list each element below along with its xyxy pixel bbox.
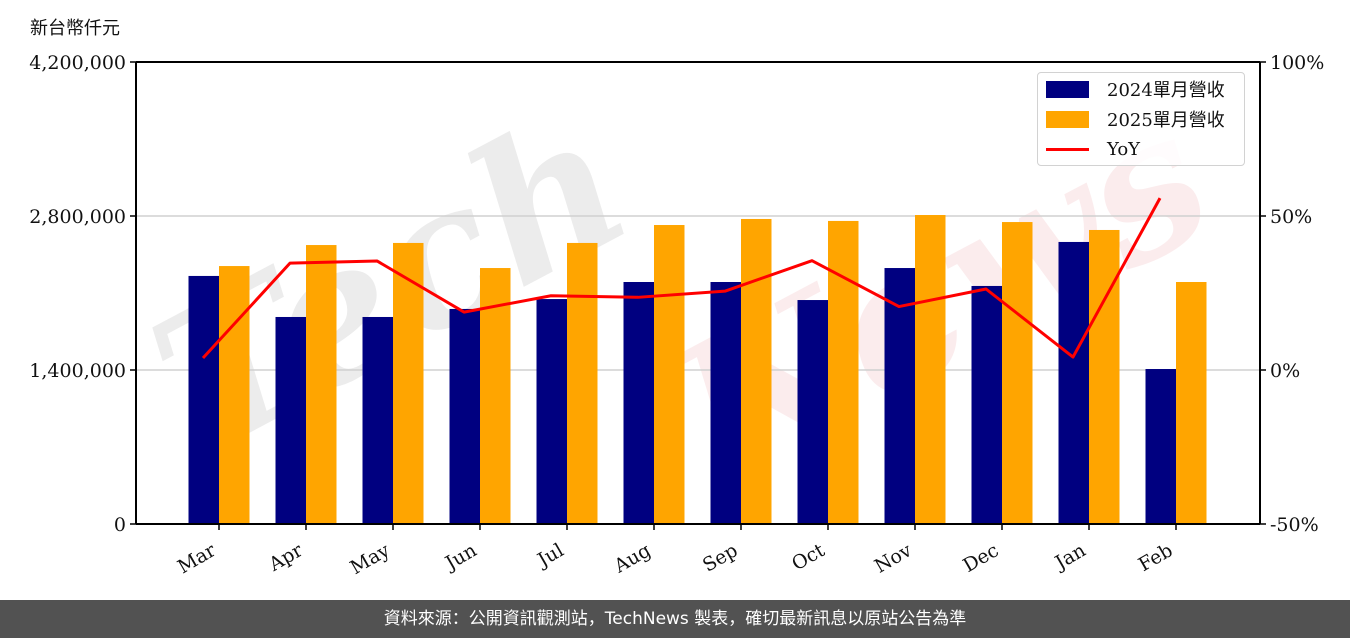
bar-2025-oct xyxy=(828,220,859,524)
bar-2025-jan xyxy=(1089,229,1120,524)
legend-item-2024: 2024單月營收 xyxy=(1046,78,1225,101)
bar-2025-mar xyxy=(219,266,250,524)
legend-label-yoy: YoY xyxy=(1107,138,1141,160)
bar-2024-apr xyxy=(275,316,306,524)
y-axis-unit-label: 新台幣仟元 xyxy=(30,18,120,39)
bar-2024-oct xyxy=(797,300,828,524)
legend-label-2024: 2024單月營收 xyxy=(1107,80,1225,101)
x-tick-label-jan: Jan xyxy=(1050,539,1090,575)
bar-2024-dec xyxy=(971,285,1002,524)
right-tick-label: 0% xyxy=(1270,360,1300,382)
legend-swatch-2025-icon xyxy=(1046,110,1089,128)
x-tick-label-feb: Feb xyxy=(1135,539,1177,576)
left-tick-label: 4,200,000 xyxy=(29,52,126,74)
legend-item-yoy: YoY xyxy=(1046,138,1140,160)
bar-2025-sep xyxy=(741,218,772,524)
bar-2024-jan xyxy=(1058,241,1089,524)
x-tick-label-jul: Jul xyxy=(532,539,567,572)
bar-2024-feb xyxy=(1145,369,1176,524)
bar-2025-may xyxy=(393,242,424,524)
source-footer: 資料來源：公開資訊觀測站，TechNews 製表，確切最新訊息以原站公告為準 xyxy=(0,600,1350,638)
bar-2025-aug xyxy=(654,225,685,524)
legend-line-yoy-icon xyxy=(1046,147,1089,151)
x-tick-label-aug: Aug xyxy=(610,539,655,578)
left-tick-label: 1,400,000 xyxy=(29,360,126,382)
right-tick-label: -50% xyxy=(1270,514,1319,536)
right-tick-label: 50% xyxy=(1270,206,1312,228)
legend-label-2025: 2025單月營收 xyxy=(1107,110,1225,131)
x-tick-label-mar: Mar xyxy=(174,539,220,578)
x-tick-label-jun: Jun xyxy=(440,539,481,575)
bar-2024-jul xyxy=(536,299,567,524)
bar-2025-nov xyxy=(915,215,946,524)
bar-2024-jun xyxy=(449,308,480,524)
bar-2025-dec xyxy=(1002,222,1033,525)
x-tick-label-sep: Sep xyxy=(699,539,742,576)
left-tick-label: 2,800,000 xyxy=(29,206,126,228)
bar-2024-nov xyxy=(884,268,915,524)
bar-2024-may xyxy=(362,316,393,524)
right-tick-label: 100% xyxy=(1270,52,1324,74)
bar-2024-mar xyxy=(188,275,219,524)
bar-2024-sep xyxy=(710,282,741,524)
bar-2025-jul xyxy=(567,242,598,524)
bar-2025-jun xyxy=(480,268,511,524)
x-tick-label-nov: Nov xyxy=(871,539,916,578)
legend-swatch-2024-icon xyxy=(1046,80,1089,98)
bar-2025-apr xyxy=(306,245,337,525)
revenue-chart: 0 1,400,000 2,800,000 4,200,000 -50% 0% 50% 100… xyxy=(29,52,1324,579)
legend: 2024單月營收 2025單月營收 YoY xyxy=(1037,72,1245,166)
left-tick-label: 0 xyxy=(114,514,126,536)
x-tick-label-oct: Oct xyxy=(788,539,829,575)
x-tick-label-may: May xyxy=(347,539,394,579)
x-tick-label-apr: Apr xyxy=(264,539,307,576)
bar-2025-feb xyxy=(1176,282,1207,524)
x-tick-label-dec: Dec xyxy=(959,539,1002,577)
chart-area: Tech News 01,400,0002,800,0004,200,000-5… xyxy=(29,18,1324,579)
legend-item-2025: 2025單月營收 xyxy=(1046,108,1225,131)
bar-2024-aug xyxy=(623,282,654,524)
yoy-line xyxy=(201,197,1162,360)
